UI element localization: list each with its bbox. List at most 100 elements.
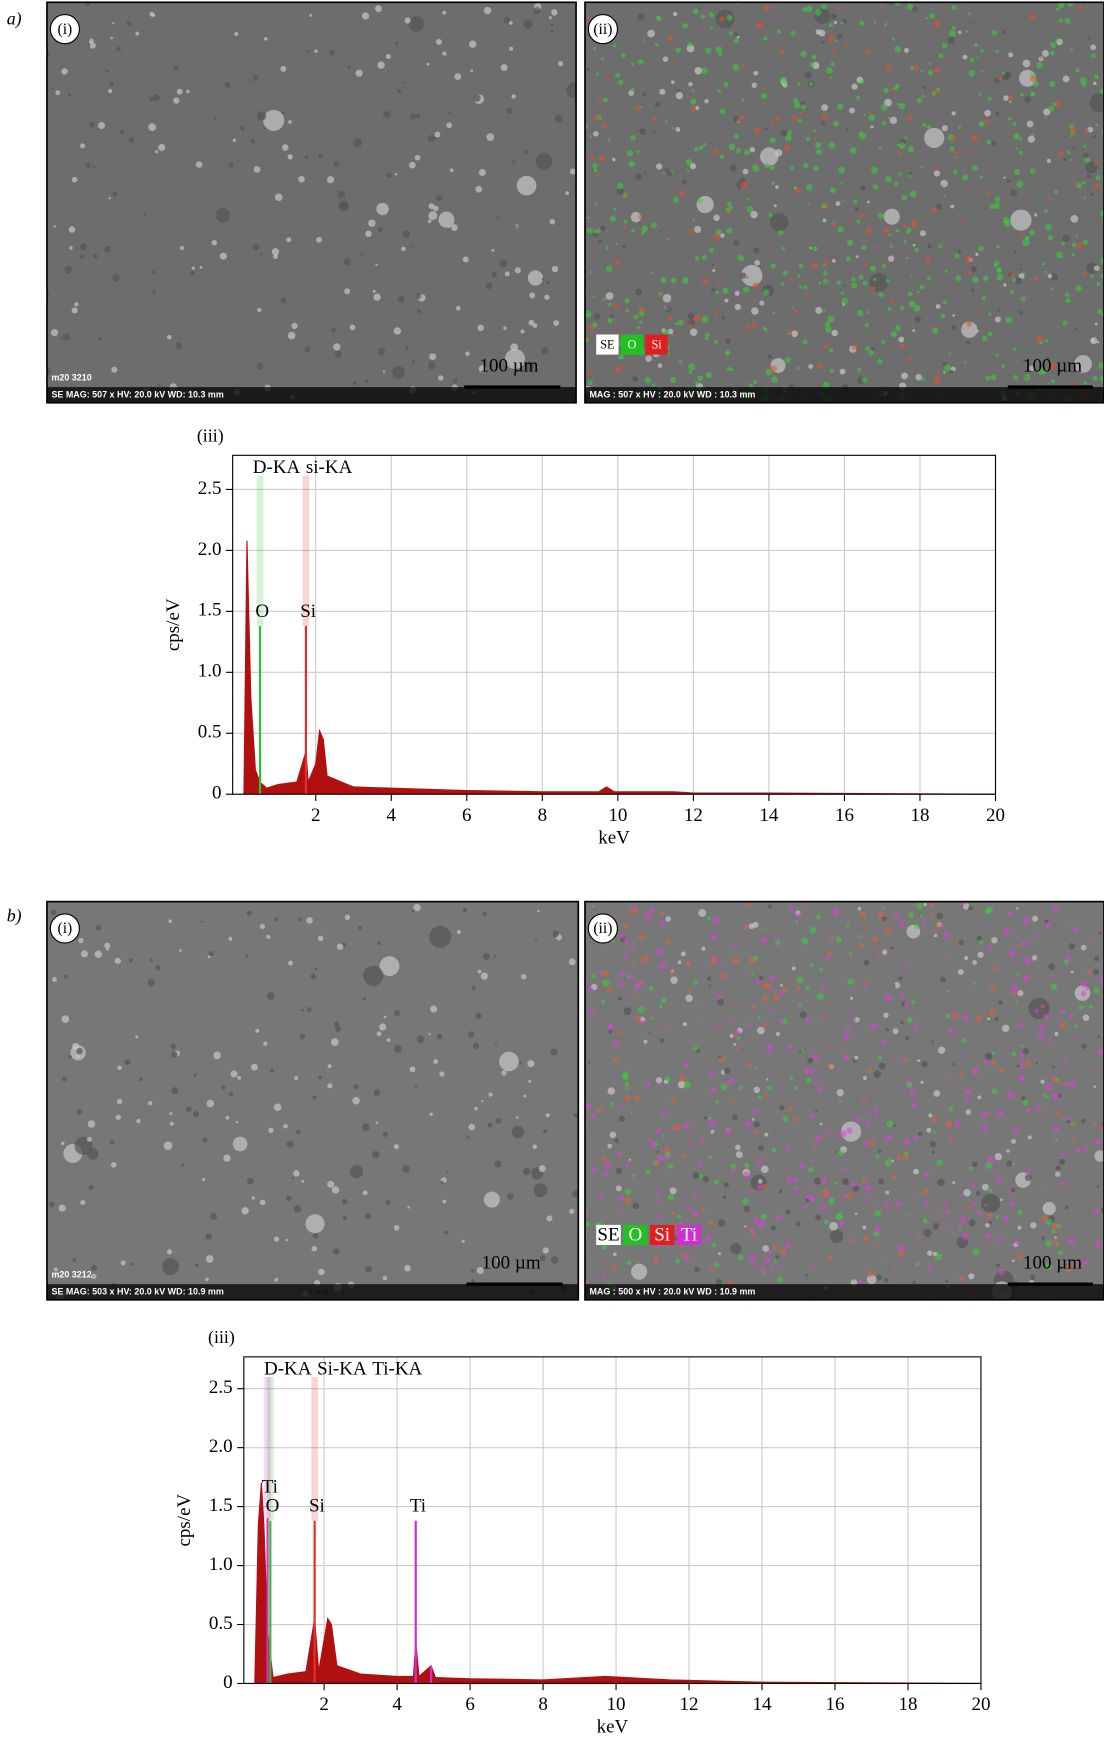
element-dot xyxy=(1009,950,1016,957)
element-dot xyxy=(926,125,931,130)
particle xyxy=(80,143,85,148)
particle xyxy=(849,108,855,114)
element-dot xyxy=(631,229,635,233)
element-dot xyxy=(821,4,827,10)
particle xyxy=(872,346,876,350)
element-dot xyxy=(698,198,703,203)
element-dot xyxy=(988,1050,990,1052)
element-dot xyxy=(849,952,852,955)
element-dot xyxy=(945,1014,950,1019)
legend-label: O xyxy=(628,1224,642,1245)
particle xyxy=(174,66,178,70)
element-dot xyxy=(590,1113,595,1118)
element-dot xyxy=(613,1040,619,1046)
particle xyxy=(245,954,248,957)
element-dot xyxy=(895,325,901,331)
particle xyxy=(558,61,563,66)
element-dot xyxy=(1084,129,1089,134)
element-dot xyxy=(887,1205,891,1209)
element-dot xyxy=(682,277,689,284)
particle xyxy=(1017,990,1023,996)
particle xyxy=(656,1077,662,1083)
particle xyxy=(649,1031,651,1033)
element-dot xyxy=(805,985,810,990)
panel-label: a) xyxy=(7,8,22,29)
element-dot xyxy=(631,88,635,92)
element-dot xyxy=(1001,364,1005,368)
element-dot xyxy=(623,923,629,929)
particle xyxy=(373,294,380,301)
element-dot xyxy=(882,264,886,268)
element-dot xyxy=(989,1009,996,1016)
element-dot xyxy=(702,255,707,260)
element-dot xyxy=(735,1029,740,1034)
element-dot xyxy=(949,286,952,289)
particle xyxy=(292,1177,294,1179)
element-dot xyxy=(812,262,819,269)
element-dot xyxy=(1097,309,1102,314)
legend-label: D-KA xyxy=(264,1359,312,1380)
sem-background xyxy=(47,2,576,402)
element-dot xyxy=(955,275,961,281)
element-dot xyxy=(893,1267,896,1270)
peak-label: O xyxy=(255,601,269,622)
element-dot xyxy=(656,1128,662,1134)
element-dot xyxy=(1045,224,1052,231)
particle xyxy=(1094,265,1100,271)
element-dot xyxy=(1077,242,1084,249)
particle xyxy=(468,1031,474,1037)
element-dot xyxy=(982,72,985,75)
element-dot xyxy=(709,1268,713,1272)
element-dot xyxy=(827,1256,832,1261)
element-dot xyxy=(823,309,826,312)
particle xyxy=(318,153,323,158)
particle xyxy=(607,1144,612,1149)
element-dot xyxy=(1093,376,1098,381)
image-id: m20 3212 xyxy=(51,1270,91,1280)
element-dot xyxy=(1073,926,1079,932)
particle xyxy=(465,351,469,355)
element-dot xyxy=(884,23,887,26)
x-tick-label: 10 xyxy=(608,805,627,826)
particle xyxy=(272,248,279,255)
particle xyxy=(51,87,53,89)
image-id: m20 3210 xyxy=(51,372,91,382)
element-dot xyxy=(618,982,623,987)
element-dot xyxy=(760,1214,766,1220)
particle xyxy=(1054,1032,1058,1036)
particle xyxy=(945,1280,948,1283)
element-dot xyxy=(992,1052,995,1055)
particle xyxy=(711,263,714,266)
element-dot xyxy=(646,1082,651,1087)
element-dot xyxy=(995,196,1001,202)
particle xyxy=(221,1086,225,1090)
particle xyxy=(1027,121,1034,128)
element-dot xyxy=(781,247,785,251)
element-dot xyxy=(978,246,984,252)
element-dot xyxy=(1044,1014,1050,1020)
element-dot xyxy=(867,1068,872,1073)
element-dot xyxy=(952,1012,959,1019)
element-dot xyxy=(809,62,814,67)
element-dot xyxy=(758,1016,761,1019)
chart-tag: (iii) xyxy=(197,426,224,447)
particle xyxy=(673,12,677,16)
element-dot xyxy=(603,297,606,300)
particle xyxy=(893,984,895,986)
element-dot xyxy=(806,1078,812,1084)
element-dot xyxy=(843,1054,849,1060)
particle xyxy=(224,82,230,88)
element-dot xyxy=(775,117,780,122)
particle xyxy=(275,194,283,202)
element-dot xyxy=(968,1091,972,1095)
particle xyxy=(252,244,259,251)
element-dot xyxy=(627,150,633,156)
image-info: MAG : 507 x HV : 20.0 kV WD : 10.3 mm xyxy=(589,389,755,399)
particle xyxy=(171,1044,176,1049)
particle xyxy=(347,65,350,68)
particle xyxy=(893,1028,899,1034)
element-dot xyxy=(768,1251,771,1254)
particle xyxy=(471,1269,475,1273)
element-dot xyxy=(914,1135,920,1141)
particle xyxy=(551,9,557,15)
